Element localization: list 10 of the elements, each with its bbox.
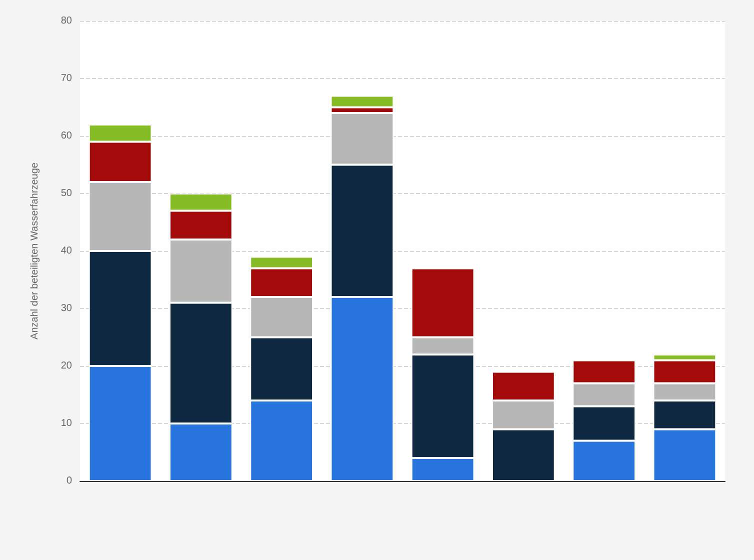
y-tick-label: 80 <box>60 16 72 26</box>
y-tick-label: 0 <box>66 476 72 486</box>
y-tick-label: 10 <box>60 418 72 429</box>
y-tick-label: 50 <box>60 188 72 199</box>
y-axis-title: Anzahl der beteiligten Wasserfahrzeuge <box>30 162 40 340</box>
y-tick-label: 20 <box>60 360 72 372</box>
y-tick-label: 40 <box>60 246 72 256</box>
y-tick-label: 60 <box>60 130 72 142</box>
y-tick-label: 70 <box>60 73 72 84</box>
y-tick-label: 30 <box>60 303 72 314</box>
